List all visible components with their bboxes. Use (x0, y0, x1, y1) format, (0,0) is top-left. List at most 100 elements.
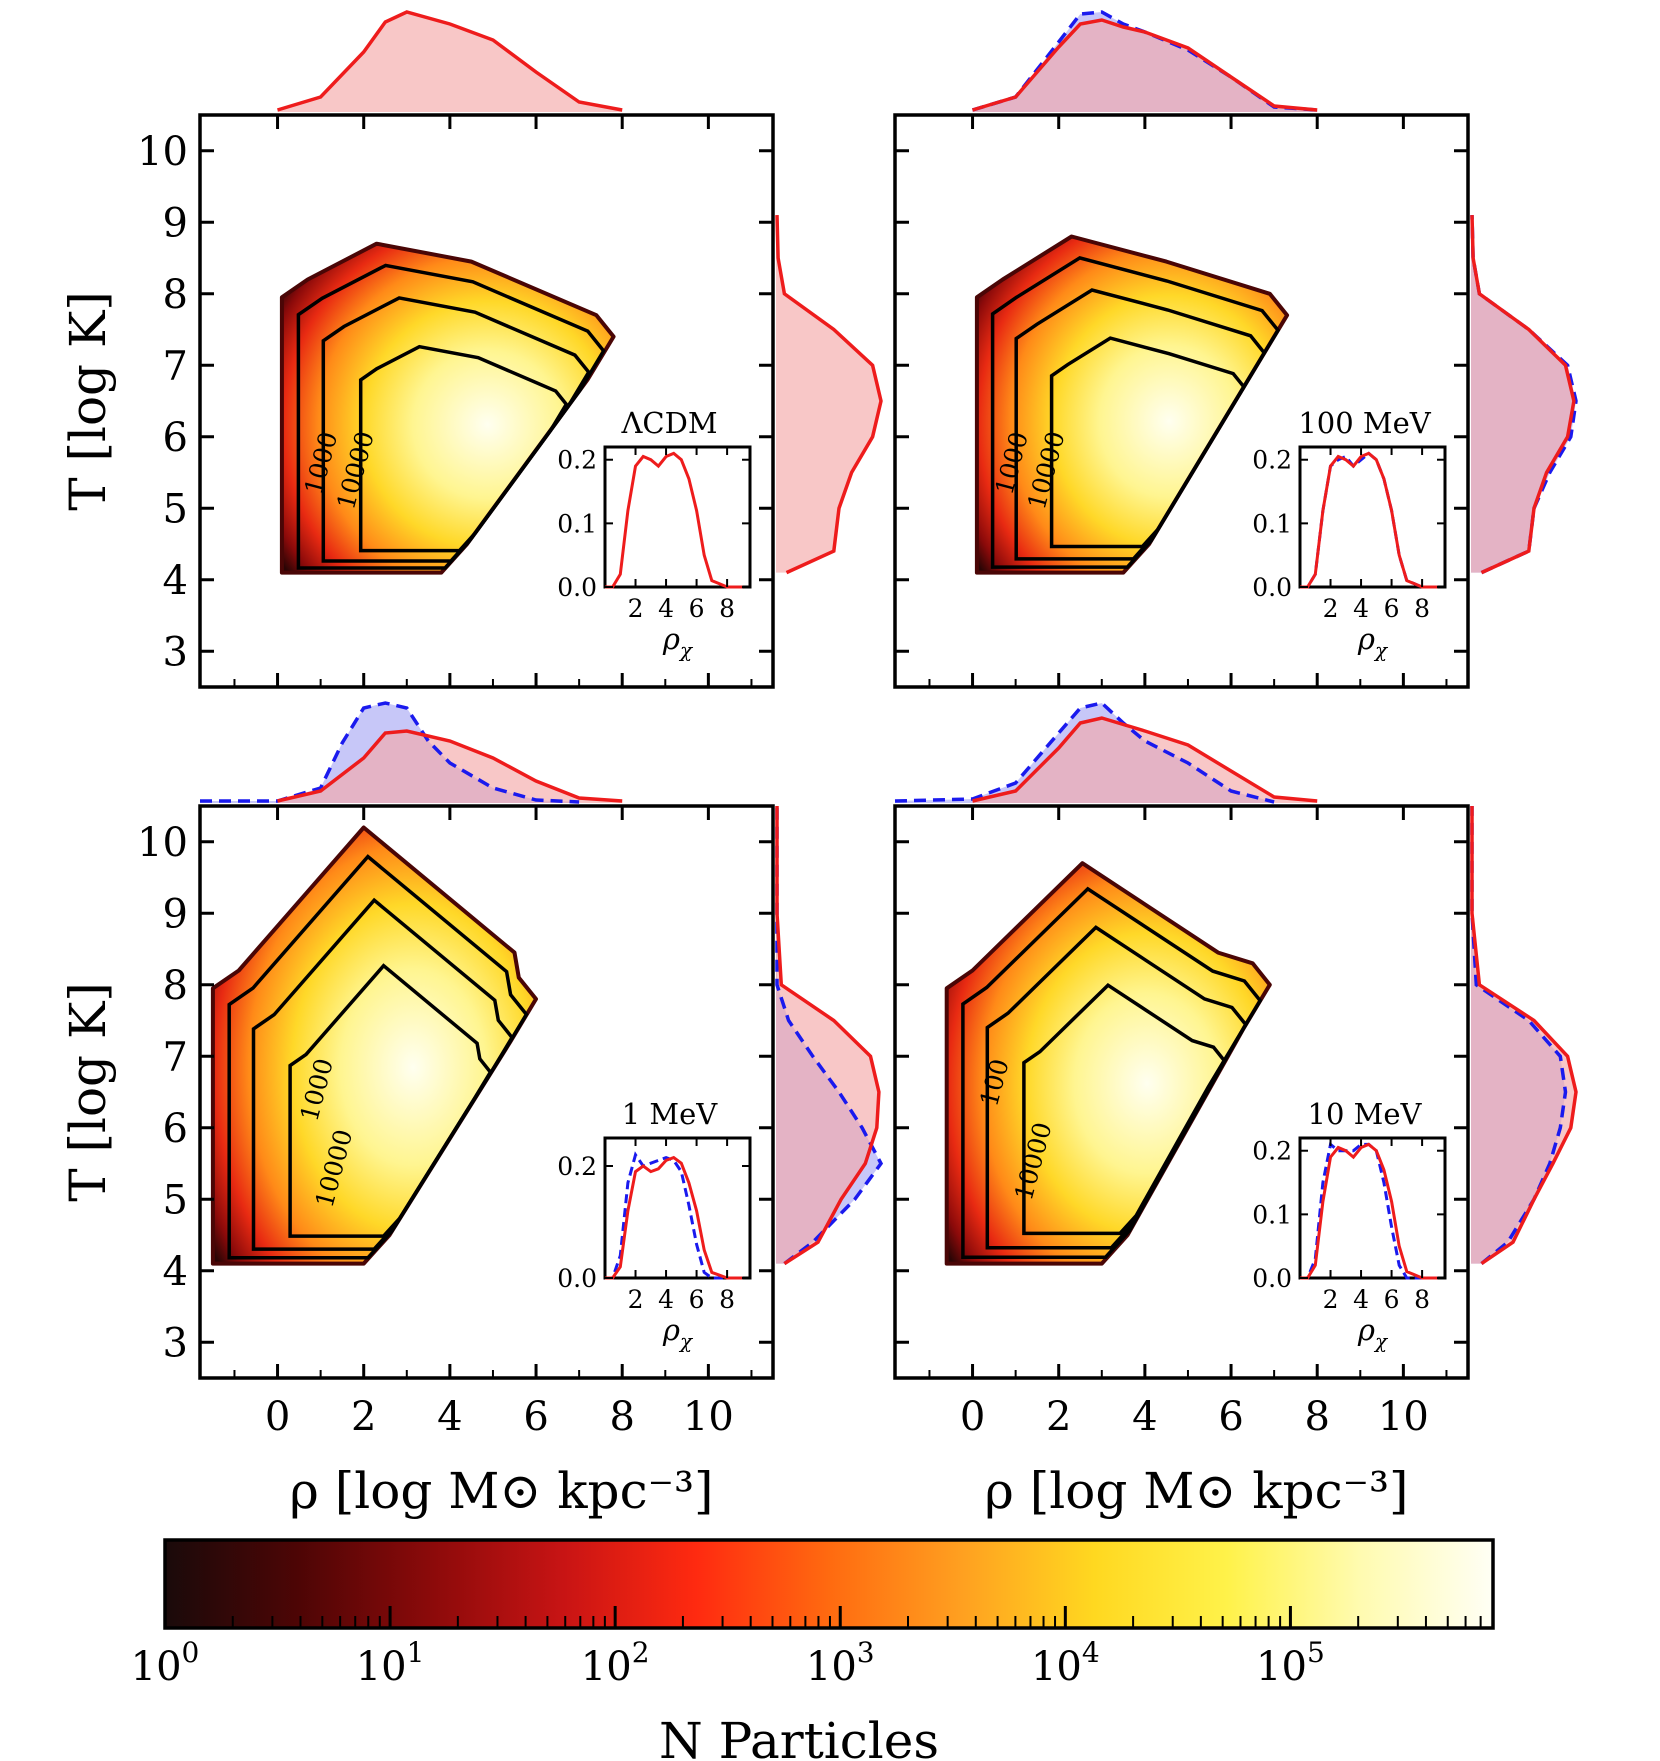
marginal-top-fill-1 (277, 731, 623, 803)
inset-x-tick-label: 4 (1353, 594, 1369, 623)
inset-x-label-sub: χ (1373, 638, 1389, 662)
marginal-top-fill-0 (277, 12, 623, 112)
x-tick-label: 8 (1304, 1394, 1329, 1440)
axes-frame (893, 804, 1470, 1380)
inset-x-tick-label: 8 (1414, 594, 1430, 623)
contour-line-3 (1022, 982, 1227, 1236)
axes-frame (198, 804, 775, 1380)
colorbar-bar (163, 1538, 1495, 1630)
contour-line-2 (985, 925, 1248, 1250)
y-tick-label: 7 (163, 343, 188, 389)
y-tick-label: 6 (163, 415, 188, 461)
x-axis-label: ρ [log M⊙ kpc⁻³] (984, 1462, 1408, 1520)
inset-frame (1298, 1136, 1447, 1280)
y-axis-label: T [log K] (59, 982, 117, 1202)
marginal-right-line-10 MeV (1470, 806, 1578, 1266)
y-tick-label: 9 (163, 891, 188, 937)
y-tick-label: 4 (163, 558, 188, 604)
x-axis-label: ρ [log M⊙ kpc⁻³] (289, 1462, 713, 1520)
inset-line-1 MeV (605, 1155, 743, 1280)
axes-frame (893, 113, 1470, 689)
inset-10mev: 2 4 6 8 0.0 0.1 0.2 ρχ 10 MeV (1252, 1097, 1447, 1353)
inset-x-tick-label: 8 (719, 1285, 735, 1314)
marginal-top-line-100 MeV (971, 18, 1318, 112)
marginal-top-fill-1 (972, 20, 1318, 112)
inset-x-tick-label: 4 (1353, 1285, 1369, 1314)
x-tick-label: 10 (683, 1394, 734, 1440)
inset-x-tick-label: 6 (689, 1285, 705, 1314)
x-tick-label: 6 (1218, 1394, 1243, 1440)
inset-1mev: 2 4 6 8 0.0 0.2 ρχ 1 MeV (557, 1097, 752, 1353)
inset-y-tick-label: 0.2 (1252, 1137, 1292, 1166)
marginal-right-line-100 MeV (1470, 215, 1576, 575)
y-tick-label: 10 (137, 129, 188, 175)
colorbar-tick-label: 101 (356, 1636, 425, 1690)
heatmap-region (974, 234, 1290, 575)
x-tick-label: 2 (351, 1394, 376, 1440)
x-tick-label: 2 (1046, 1394, 1071, 1440)
marginal-top-line-ΛCDM (200, 701, 580, 804)
x-tick-label: 0 (960, 1394, 985, 1440)
marginal-right-fill-1 (1471, 215, 1574, 573)
inset-100mev: 2 4 6 8 0.0 0.1 0.2 ρχ 100 MeV (1252, 406, 1447, 662)
inset-x-label: ρχ (1357, 1313, 1389, 1353)
colorbar-tick-label: 103 (806, 1636, 875, 1690)
contour-line-3 (1049, 336, 1247, 549)
marginal-top-line-ΛCDM (276, 10, 623, 112)
contour-line-3 (288, 963, 493, 1238)
marginal-right-fill-1 (1471, 806, 1576, 1264)
colorbar-label: N Particles (659, 1712, 939, 1761)
inset-x-tick-label: 6 (689, 594, 705, 623)
inset-title: 100 MeV (1298, 406, 1431, 440)
colorbar-tick-base: 10 (131, 1644, 182, 1690)
inset-x-label-sub: χ (1373, 1329, 1389, 1353)
inset-line-100 MeV (1300, 451, 1438, 589)
inset-y-tick-label: 0.2 (1252, 446, 1292, 475)
colorbar-tick-label: 105 (1256, 1636, 1325, 1690)
inset-x-tick-label: 8 (1414, 1285, 1430, 1314)
marginal-right-fill-0 (776, 215, 881, 573)
marginal-right-fill-1 (776, 806, 879, 1264)
inset-x-label-rho: ρ (662, 1313, 680, 1347)
x-tick-label: 4 (1132, 1394, 1157, 1440)
inset-x-label: ρχ (662, 1313, 694, 1353)
x-tick-label: 0 (265, 1394, 290, 1440)
x-tick-label: 6 (523, 1394, 548, 1440)
inset-x-tick-label: 4 (658, 1285, 674, 1314)
y-tick-label: 3 (163, 629, 188, 675)
inset-y-tick-label: 0.0 (557, 1264, 597, 1293)
inset-x-tick-label: 2 (1323, 594, 1339, 623)
marginal-top-fill-1 (972, 718, 1318, 803)
marginal-top-line-ΛCDM (894, 701, 1275, 804)
inset-x-tick-label: 2 (1323, 1285, 1339, 1314)
colorbar-tick-base: 10 (806, 1644, 857, 1690)
marginal-right-line-1 MeV (775, 806, 881, 1266)
marginal-right-line-ΛCDM (775, 215, 883, 575)
inset-title: 10 MeV (1308, 1097, 1423, 1131)
inset-y-tick-label: 0.1 (1252, 509, 1292, 538)
inset-x-label-sub: χ (678, 1329, 694, 1353)
y-tick-label: 3 (163, 1320, 188, 1366)
y-tick-label: 5 (163, 1177, 188, 1223)
inset-x-tick-label: 2 (628, 1285, 644, 1314)
inset-line-10 MeV (1300, 1142, 1438, 1280)
inset-y-tick-label: 0.0 (1252, 573, 1292, 602)
colorbar-tick-exp: 0 (182, 1636, 200, 1669)
contour-line-3 (358, 344, 569, 553)
inset-y-tick-label: 0.1 (1252, 1200, 1292, 1229)
inset-line-ΛCDM (605, 451, 743, 589)
axes-frame (198, 113, 775, 689)
y-tick-label: 8 (163, 963, 188, 1009)
inset-title: 1 MeV (622, 1097, 719, 1131)
y-tick-label: 5 (163, 486, 188, 532)
colorbar-tick-label: 100 (131, 1636, 200, 1690)
inset-x-tick-label: 6 (1384, 594, 1400, 623)
inset-x-label-rho: ρ (662, 622, 680, 656)
y-tick-label: 9 (163, 200, 188, 246)
colorbar-tick-exp: 3 (857, 1636, 875, 1669)
marginal-top-line-10 MeV (972, 716, 1318, 803)
